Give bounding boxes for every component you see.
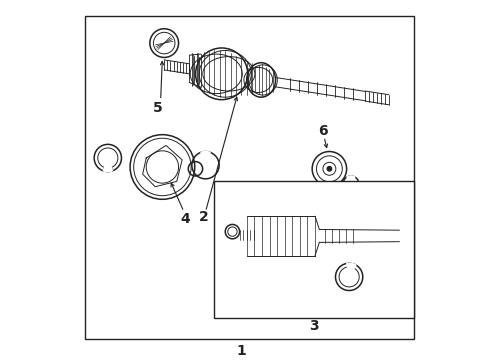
Text: 2: 2 [199, 210, 209, 224]
Wedge shape [201, 152, 210, 165]
Bar [215, 181, 414, 318]
Text: 5: 5 [153, 101, 163, 115]
Wedge shape [347, 263, 356, 277]
Text: 6: 6 [318, 124, 328, 138]
Text: 3: 3 [309, 319, 319, 333]
Wedge shape [347, 176, 355, 184]
Wedge shape [103, 158, 113, 172]
Text: 1: 1 [237, 344, 246, 358]
Circle shape [327, 167, 332, 171]
Text: 4: 4 [181, 212, 191, 226]
